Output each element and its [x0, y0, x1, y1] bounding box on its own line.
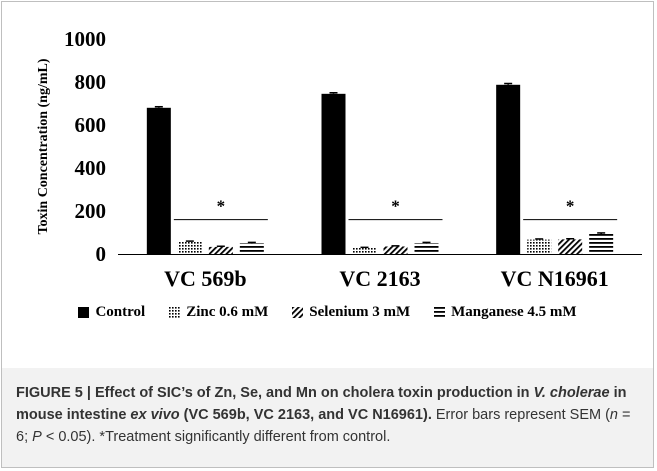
y-tick-label: 0 — [96, 242, 107, 266]
legend-item: Manganese 4.5 mM — [434, 301, 577, 323]
caption-title-c: in mouse intestine — [16, 385, 627, 423]
legend-item: Zinc 0.6 mM — [169, 301, 268, 323]
bar — [352, 247, 377, 254]
x-tick-label: VC N16961 — [501, 266, 609, 291]
x-tick-label: VC 2163 — [339, 266, 420, 291]
x-tick-label: VC 569b — [164, 266, 247, 291]
bar — [496, 84, 521, 254]
legend-item: Selenium 3 mM — [292, 301, 410, 323]
bar — [558, 239, 583, 254]
caption-label: FIGURE 5 | — [16, 385, 95, 401]
y-tick-label: 800 — [75, 70, 107, 94]
bar — [177, 241, 202, 254]
bar — [321, 93, 346, 254]
legend-swatch — [434, 306, 446, 318]
bar — [589, 234, 614, 254]
chart-legend: Control Zinc 0.6 mM Selenium 3 mM Manganese… — [2, 301, 653, 323]
legend-label: Control — [95, 303, 146, 320]
legend-swatch — [292, 306, 304, 318]
bar — [383, 246, 408, 254]
caption-body-b: = 6; — [16, 407, 631, 445]
caption-body-c: < 0.05). *Treatment significantly differ… — [41, 429, 391, 445]
caption-body-a: Error bars represent SEM ( — [431, 407, 610, 423]
y-tick-label: 600 — [75, 113, 107, 137]
caption-title-species: V. cholerae — [533, 385, 610, 401]
y-tick-label: 1000 — [64, 27, 106, 51]
legend-swatch — [169, 306, 181, 318]
caption-title-e: (VC 569b, VC 2163, and VC N16961). — [179, 407, 432, 423]
y-tick-label: 400 — [75, 156, 107, 180]
caption-body-p: P — [32, 429, 42, 445]
legend-item: Control — [78, 301, 145, 323]
bar — [146, 107, 171, 254]
legend-swatch — [78, 306, 90, 318]
bar — [239, 243, 264, 254]
chart-area: Toxin Concentration (ng/mL) 0 200 400 600 800… — [2, 2, 653, 368]
legend-label: Manganese 4.5 mM — [451, 303, 577, 320]
significance-marker: * — [566, 197, 575, 216]
bar — [208, 246, 233, 254]
y-axis-title: Toxin Concentration (ng/mL) — [36, 58, 51, 234]
bar-chart: Toxin Concentration (ng/mL) 0 200 400 600 800… — [36, 27, 642, 291]
significance-marker: * — [391, 197, 400, 216]
bar — [527, 239, 552, 254]
caption-title-exvivo: ex vivo — [130, 407, 180, 423]
significance-marker: * — [217, 197, 226, 216]
bar — [414, 243, 439, 254]
figure-caption: FIGURE 5 | Effect of SIC’s of Zn, Se, an… — [16, 382, 641, 448]
legend-label: Zinc 0.6 mM — [186, 303, 269, 320]
caption-body-n: n — [609, 407, 618, 423]
y-tick-label: 200 — [75, 199, 107, 223]
legend-label: Selenium 3 mM — [309, 303, 411, 320]
caption-title-a: Effect of SIC’s of Zn, Se, and Mn on cho… — [95, 385, 534, 401]
